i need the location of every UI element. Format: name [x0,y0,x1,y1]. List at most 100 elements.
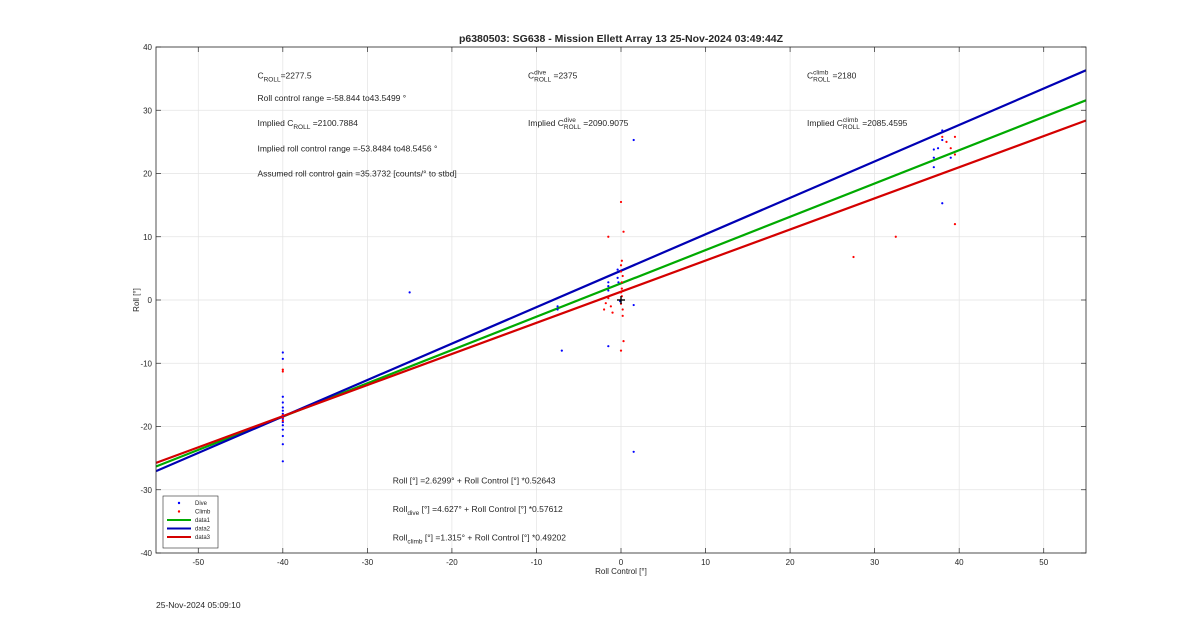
dive-point [607,284,610,288]
climb-point [621,274,624,278]
climb-point [619,291,623,294]
dive-point [408,291,411,294]
annotation-part: ROLL [264,77,281,84]
legend-climb-swatch [177,510,181,513]
climb-point [619,349,623,352]
annotation-part: C [807,71,813,81]
climb-point [620,259,623,262]
y-tick-label: -40 [140,549,152,558]
climb-point [941,135,944,138]
climb-point [621,314,624,317]
y-tick-label: -20 [140,423,152,432]
annotation-text: Implied Cdive ROLL =2090.9075 [528,117,629,131]
climb-point [611,311,614,314]
footer-timestamp: 25-Nov-2024 05:09:10 [156,600,241,610]
dive-point [281,424,284,427]
dive-point [281,409,284,412]
legend-dive-label: Dive [195,501,208,507]
annotation-part: climb [813,70,829,77]
annotation-part: =2375 [551,71,578,81]
climb-point [620,287,623,290]
dive-point [941,138,944,142]
annotation-text: CROLL=2277.5 [257,71,311,84]
climb-point [620,281,623,284]
y-tick-label: 40 [143,43,152,52]
dive-point [560,349,563,352]
dive-point [949,156,952,159]
dive-point [617,281,620,284]
dive-point [607,281,610,284]
climb-point [621,308,624,311]
axis-ticks: -50 -40 -30 -20 -10 0 10 20 30 40 50 -40 -30 -20 -10 0 1… [140,43,1086,567]
dive-point [632,450,635,453]
data-layer [156,69,1086,473]
y-axis-label: Roll [°] [132,288,141,312]
climb-point [281,416,284,419]
annotation-part: Roll [°] =2.6299° + Roll Control [°] *0.… [393,475,556,485]
dive-point [932,166,935,169]
annotation-part: Roll control range =-58.844 to43.5499 ° [257,93,406,103]
annotation-part: Implied C [257,118,293,128]
annotation-part: ROLL [534,77,551,84]
y-tick-label: 20 [143,170,152,179]
chart-title: p6380503: SG638 - Mission Ellett Array 1… [459,33,784,45]
dive-point [932,148,935,151]
annotation-text: Rolldive [°] =4.627° + Roll Control [°] … [393,504,563,517]
climb-point [622,230,625,233]
climb-point [945,140,948,143]
annotation-part: climb [407,538,423,545]
annotation-part: Roll [393,504,408,514]
x-tick-label: 40 [955,558,964,567]
legend-data3-label: data3 [195,535,211,541]
annotation-part: climb [843,117,859,124]
annotation-text: Assumed roll control gain =35.3732 [coun… [257,169,456,179]
x-tick-label: -20 [446,558,458,567]
y-tick-label: -10 [140,359,152,368]
climb-point [281,370,284,373]
dive-point [941,202,944,205]
x-tick-label: 30 [870,558,879,567]
y-tick-label: 30 [143,106,152,115]
dive-point [936,147,940,150]
dive-point [556,308,559,311]
annotation-part: Implied roll control range =-53.8484 to4… [257,143,437,153]
climb-point [602,308,606,311]
y-tick-label: -30 [140,486,152,495]
annotation-part: ROLL [564,124,581,131]
annotation-part: dive [564,117,576,124]
annotation-part: Roll [393,532,408,542]
annotation-part: Implied C [807,118,843,128]
x-tick-label: -50 [192,558,204,567]
annotation-text: Roll [°] =2.6299° + Roll Control [°] *0.… [393,475,556,485]
climb-point [622,340,625,343]
dive-point [281,401,284,404]
annotation-text: Rollclimb [°] =1.315° + Roll Control [°]… [393,532,567,545]
annotation-part: =2277.5 [281,71,312,81]
climb-point [281,368,284,371]
climb-point [281,419,284,422]
annotation-part: ROLL [813,77,830,84]
annotation-part: Assumed roll control gain =35.3732 [coun… [257,169,456,179]
legend: Dive Climb data1 data2 data3 [162,495,219,549]
x-tick-label: 50 [1039,558,1048,567]
climb-point [619,264,623,267]
dive-point [556,305,559,308]
x-axis-label: Roll Control [°] [595,567,647,576]
legend-box [162,495,219,549]
annotation-part: ROLL [293,124,310,131]
annotation-part: [°] =1.315° + Roll Control [°] *0.49202 [423,532,567,542]
annotation-text: Cclimb ROLL =2180 [807,70,857,84]
annotation-text: Roll control range =-58.844 to43.5499 ° [257,93,406,103]
annotation-part: Implied C [528,118,564,128]
climb-point [619,270,623,273]
dive-point [632,303,635,307]
climb-point [953,153,957,156]
climb-point [619,200,623,204]
y-tick-label: 10 [143,233,152,242]
climb-point [953,135,957,138]
x-tick-label: -40 [277,558,289,567]
legend-climb-label: Climb [195,510,211,516]
annotation-part: dive [407,510,419,517]
dive-point [281,357,284,360]
